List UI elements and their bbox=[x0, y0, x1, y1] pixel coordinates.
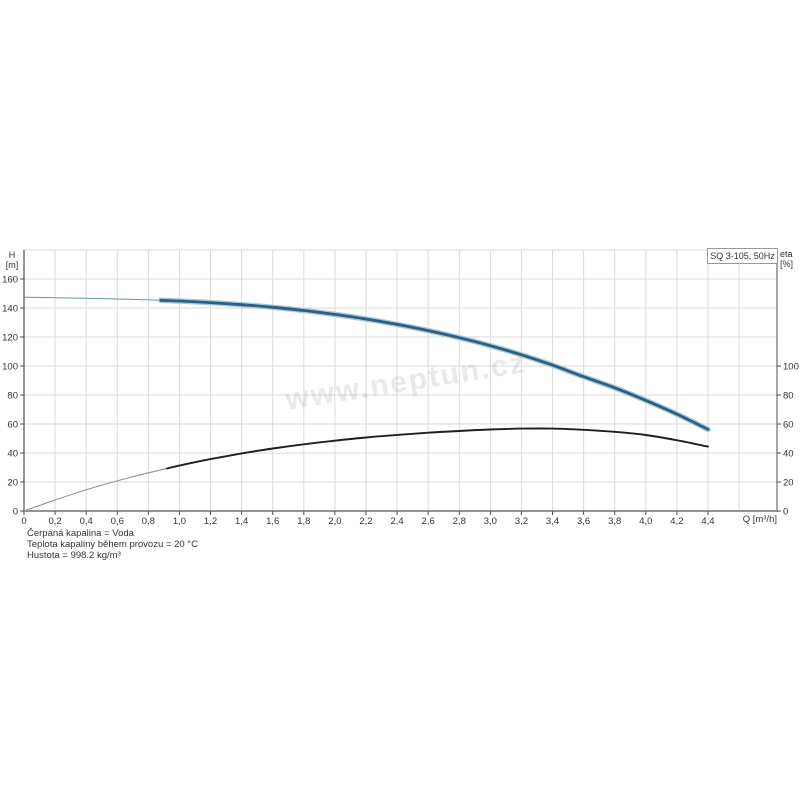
svg-text:2,2: 2,2 bbox=[359, 516, 372, 527]
svg-text:4,2: 4,2 bbox=[670, 516, 683, 527]
svg-text:20: 20 bbox=[783, 478, 794, 489]
q-axis-unit-label: Q [m³/h] bbox=[742, 514, 777, 525]
tick-labels: 0 20 40 60 80 100 120 140 160 0 20 40 60 80 100 0 0,2 0,4… bbox=[2, 275, 799, 528]
svg-text:20: 20 bbox=[7, 478, 18, 489]
svg-text:80: 80 bbox=[7, 391, 18, 402]
svg-text:3,6: 3,6 bbox=[577, 516, 590, 527]
grid bbox=[24, 249, 777, 511]
info-line-liquid-temperature: Teplota kapaliny během provozu = 20 °C bbox=[27, 539, 198, 550]
svg-text:0: 0 bbox=[783, 507, 788, 518]
svg-text:120: 120 bbox=[2, 333, 18, 344]
head-curve-halo bbox=[158, 297, 711, 433]
svg-text:4,4: 4,4 bbox=[701, 516, 714, 527]
curves bbox=[23, 296, 711, 512]
h-axis-unit-top: H bbox=[8, 250, 16, 260]
liquid-info-block: Čerpaná kapalina = Voda Teplota kapaliny… bbox=[27, 528, 198, 561]
svg-text:2,4: 2,4 bbox=[390, 516, 403, 527]
svg-text:40: 40 bbox=[7, 449, 18, 460]
svg-text:1,8: 1,8 bbox=[297, 516, 310, 527]
svg-text:2,8: 2,8 bbox=[453, 516, 466, 527]
eta-axis-unit-bottom: [%] bbox=[780, 259, 794, 269]
svg-text:0,8: 0,8 bbox=[142, 516, 155, 527]
svg-text:0,6: 0,6 bbox=[111, 516, 124, 527]
info-line-density: Hustota = 998.2 kg/m³ bbox=[27, 550, 121, 561]
svg-text:100: 100 bbox=[783, 362, 799, 373]
svg-text:1,4: 1,4 bbox=[235, 516, 248, 527]
svg-text:100: 100 bbox=[2, 362, 18, 373]
svg-text:1,0: 1,0 bbox=[173, 516, 186, 527]
svg-text:40: 40 bbox=[783, 449, 794, 460]
svg-text:2,0: 2,0 bbox=[328, 516, 341, 527]
svg-text:4,0: 4,0 bbox=[639, 516, 652, 527]
h-axis-unit-label: H [m] bbox=[2, 250, 22, 270]
info-line-pumped-liquid: Čerpaná kapalina = Voda bbox=[27, 528, 134, 539]
svg-text:60: 60 bbox=[7, 420, 18, 431]
svg-text:1,2: 1,2 bbox=[204, 516, 217, 527]
svg-text:3,2: 3,2 bbox=[515, 516, 528, 527]
pump-model-badge: SQ 3-105, 50Hz bbox=[707, 248, 778, 264]
svg-text:3,4: 3,4 bbox=[546, 516, 559, 527]
axes bbox=[23, 250, 778, 512]
svg-text:80: 80 bbox=[783, 391, 794, 402]
svg-text:0,4: 0,4 bbox=[80, 516, 93, 527]
svg-text:160: 160 bbox=[2, 275, 18, 286]
eta-axis-unit-top: eta bbox=[780, 249, 793, 259]
svg-text:2,6: 2,6 bbox=[422, 516, 435, 527]
tick-marks bbox=[20, 278, 781, 515]
svg-text:0: 0 bbox=[13, 507, 18, 518]
eta-axis-unit-label: eta [%] bbox=[780, 249, 793, 269]
svg-text:0: 0 bbox=[21, 516, 26, 527]
efficiency-curve bbox=[166, 427, 709, 470]
svg-text:140: 140 bbox=[2, 304, 18, 315]
svg-text:0,2: 0,2 bbox=[48, 516, 61, 527]
h-axis-unit-bottom: [m] bbox=[5, 260, 19, 270]
svg-text:1,6: 1,6 bbox=[266, 516, 279, 527]
svg-text:3,0: 3,0 bbox=[484, 516, 497, 527]
svg-text:60: 60 bbox=[783, 420, 794, 431]
svg-text:3,8: 3,8 bbox=[608, 516, 621, 527]
head-curve bbox=[159, 298, 710, 431]
